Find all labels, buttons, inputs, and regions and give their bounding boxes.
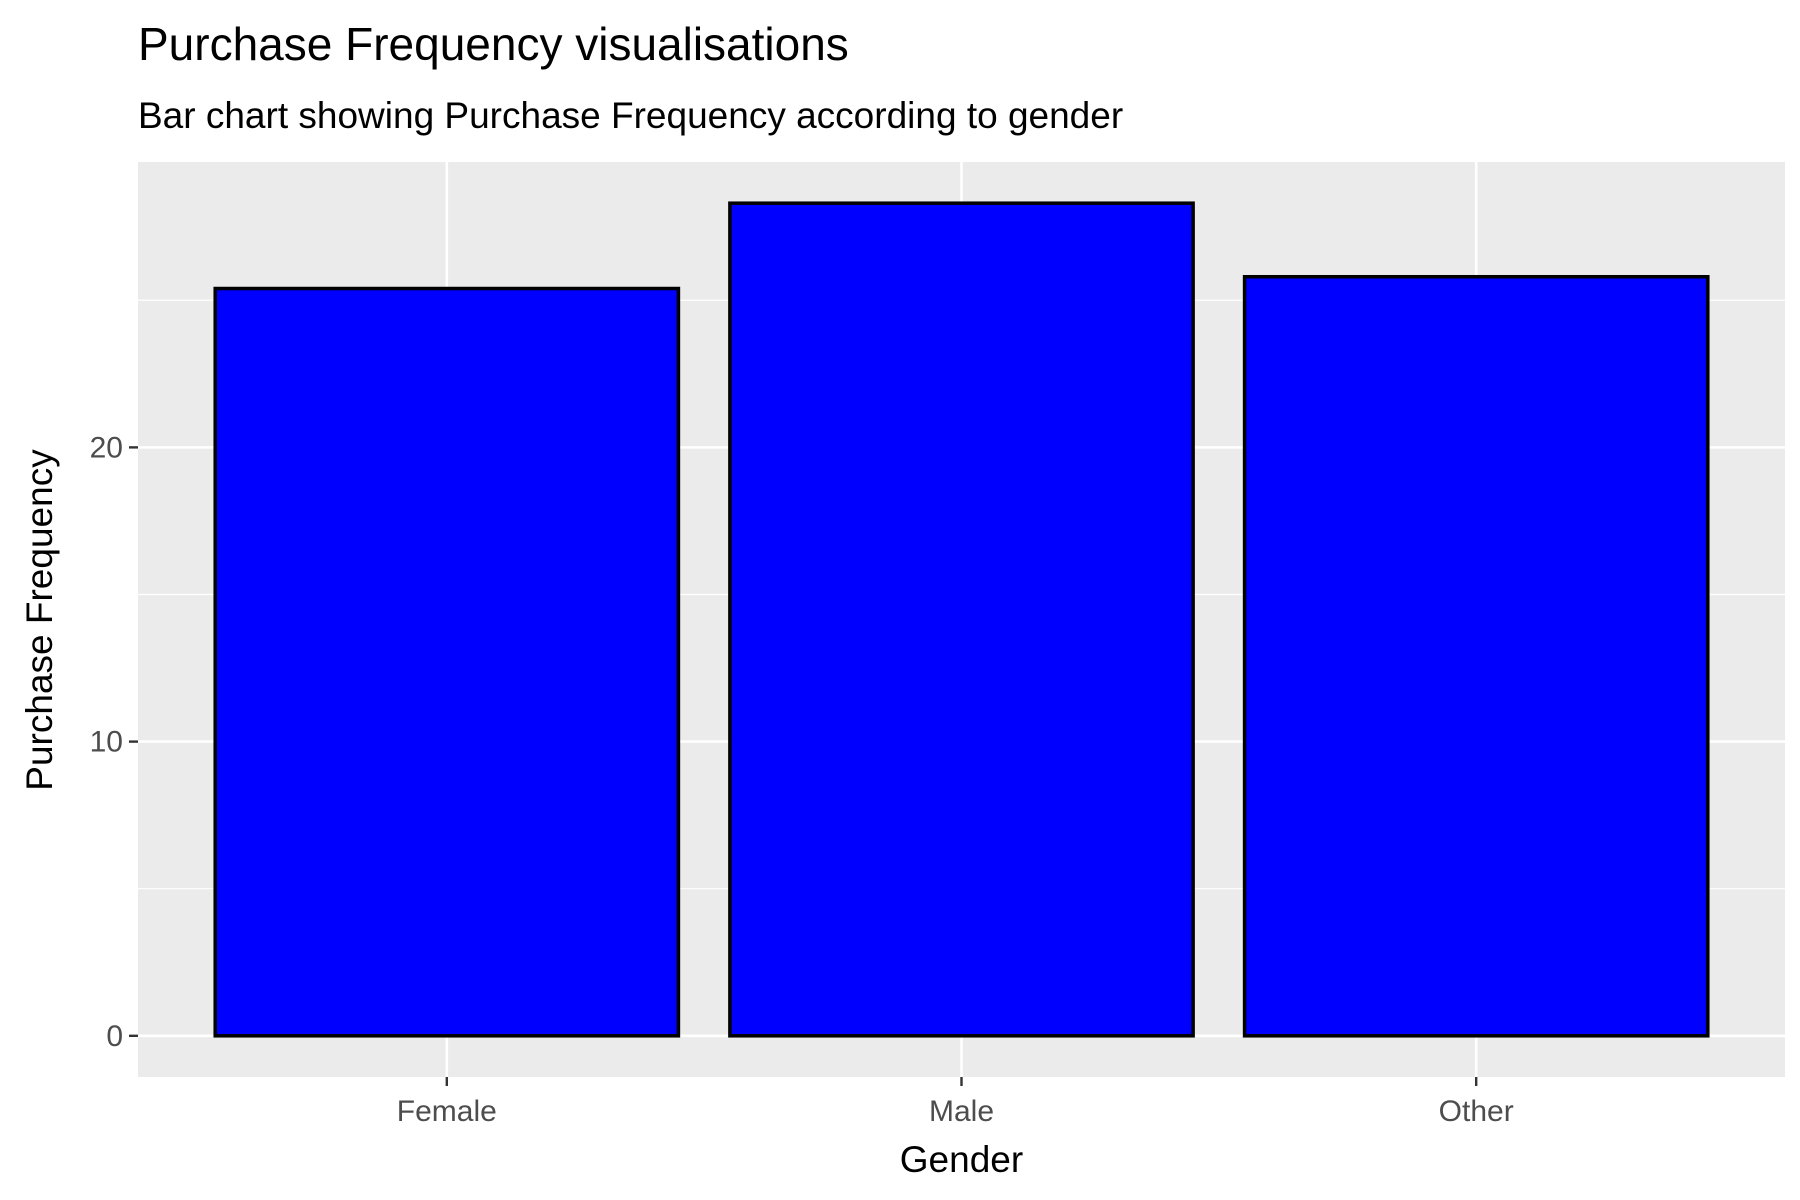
y-tick-label: 0 bbox=[106, 1020, 123, 1053]
y-tick-label: 20 bbox=[90, 431, 123, 464]
chart-subtitle: Bar chart showing Purchase Frequency acc… bbox=[138, 95, 1123, 136]
bar-male bbox=[728, 201, 1195, 1038]
bars bbox=[213, 201, 1710, 1038]
bar-other bbox=[1242, 274, 1710, 1038]
y-tick-label: 10 bbox=[90, 726, 123, 759]
x-tick-label: Other bbox=[1439, 1095, 1514, 1128]
x-tick-label: Female bbox=[397, 1095, 497, 1128]
y-axis: 0 10 20 bbox=[90, 431, 138, 1053]
chart-title: Purchase Frequency visualisations bbox=[138, 18, 849, 70]
x-tick-label: Male bbox=[929, 1095, 994, 1128]
x-axis: Female Male Other bbox=[397, 1077, 1514, 1128]
y-axis-title: Purchase Frequency bbox=[19, 449, 60, 791]
bar-female bbox=[213, 286, 681, 1038]
x-axis-title: Gender bbox=[900, 1139, 1023, 1180]
